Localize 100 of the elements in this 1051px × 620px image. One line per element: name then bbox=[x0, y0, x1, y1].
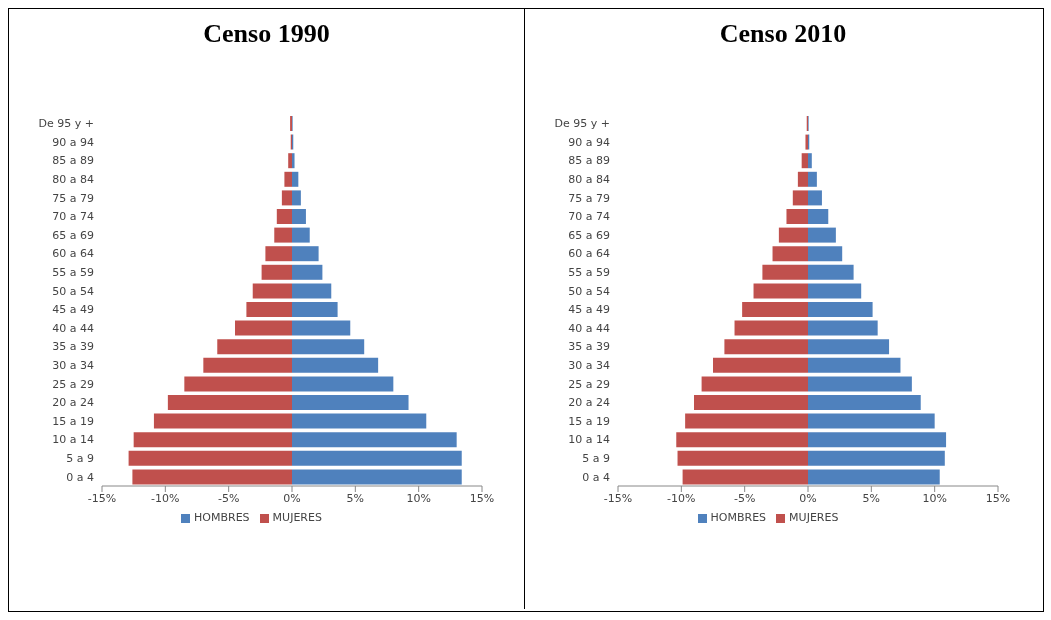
bar bbox=[808, 357, 901, 373]
x-tick-label: 10% bbox=[922, 491, 947, 505]
bar bbox=[677, 450, 808, 466]
y-tick-label: 10 a 14 bbox=[51, 433, 94, 447]
y-tick-label: 65 a 69 bbox=[568, 228, 610, 242]
bar bbox=[742, 302, 808, 317]
bar bbox=[713, 357, 808, 373]
bar bbox=[801, 153, 808, 169]
bar bbox=[291, 413, 426, 429]
bar bbox=[808, 302, 873, 317]
bar bbox=[291, 227, 310, 243]
bar bbox=[734, 320, 808, 336]
bar bbox=[261, 264, 292, 280]
x-tick-label: -15% bbox=[87, 491, 116, 505]
legend-label: HOMBRES bbox=[710, 511, 767, 524]
y-tick-label: 90 a 94 bbox=[51, 135, 94, 149]
y-tick-label: De 95 y + bbox=[554, 117, 610, 131]
bar bbox=[264, 246, 292, 262]
x-tick-label: 15% bbox=[985, 491, 1011, 505]
bar bbox=[283, 171, 292, 187]
chart-title: Censo 2010 bbox=[719, 19, 847, 50]
bar bbox=[287, 153, 292, 169]
bar bbox=[291, 469, 462, 485]
bar bbox=[291, 320, 350, 336]
bar bbox=[792, 190, 808, 206]
bar bbox=[291, 450, 462, 466]
y-tick-label: 5 a 9 bbox=[65, 452, 94, 466]
y-tick-label: 55 a 59 bbox=[568, 266, 610, 280]
bar bbox=[808, 153, 812, 169]
bar bbox=[808, 339, 890, 355]
bar bbox=[133, 432, 292, 448]
y-tick-label: 15 a 19 bbox=[51, 414, 94, 428]
bar bbox=[245, 302, 292, 317]
bar bbox=[291, 283, 331, 299]
bar bbox=[252, 283, 292, 299]
y-tick-label: 60 a 64 bbox=[51, 247, 94, 261]
x-tick-label: 0% bbox=[282, 491, 301, 505]
bar bbox=[291, 357, 378, 373]
bar bbox=[276, 209, 292, 224]
bar bbox=[808, 190, 822, 206]
y-tick-label: 85 a 89 bbox=[51, 154, 94, 168]
y-tick-label: 20 a 24 bbox=[568, 396, 610, 410]
bar bbox=[808, 171, 817, 187]
bar bbox=[291, 153, 295, 169]
bar bbox=[273, 227, 292, 243]
chart-title: Censo 1990 bbox=[203, 19, 330, 50]
y-tick-label: 70 a 74 bbox=[51, 210, 94, 224]
bar bbox=[183, 376, 292, 392]
y-tick-label: 85 a 89 bbox=[568, 154, 610, 168]
bar bbox=[291, 339, 364, 355]
y-tick-label: 0 a 4 bbox=[582, 470, 610, 484]
bar bbox=[701, 376, 808, 392]
y-tick-label: 10 a 14 bbox=[568, 433, 610, 447]
bar bbox=[753, 283, 808, 299]
y-tick-label: 25 a 29 bbox=[568, 377, 610, 391]
bar bbox=[153, 413, 292, 429]
bar bbox=[724, 339, 808, 355]
bar bbox=[291, 209, 306, 224]
x-tick-label: 15% bbox=[469, 491, 494, 505]
bar bbox=[291, 395, 409, 410]
bar bbox=[808, 395, 921, 410]
x-tick-label: 5% bbox=[862, 491, 881, 505]
y-tick-label: 30 a 34 bbox=[568, 359, 610, 373]
bar bbox=[202, 357, 292, 373]
y-tick-label: 30 a 34 bbox=[51, 359, 94, 373]
bar bbox=[808, 450, 945, 466]
bar bbox=[676, 432, 808, 448]
y-tick-label: 35 a 39 bbox=[51, 340, 94, 354]
y-tick-label: 75 a 79 bbox=[51, 191, 94, 205]
y-tick-label: 50 a 54 bbox=[568, 284, 610, 298]
y-tick-label: 50 a 54 bbox=[51, 284, 94, 298]
bar bbox=[808, 283, 862, 299]
bar bbox=[808, 469, 940, 485]
bar bbox=[808, 413, 935, 429]
bar bbox=[291, 190, 301, 206]
x-tick-label: 0% bbox=[799, 491, 817, 505]
x-tick-label: -10% bbox=[667, 491, 696, 505]
legend-label: HOMBRES bbox=[194, 511, 250, 524]
x-tick-label: 5% bbox=[346, 491, 364, 505]
bar bbox=[291, 171, 298, 187]
y-tick-label: 40 a 44 bbox=[568, 321, 610, 335]
y-tick-label: 75 a 79 bbox=[568, 191, 610, 205]
y-tick-label: 80 a 84 bbox=[568, 173, 610, 187]
bar bbox=[694, 395, 808, 410]
y-tick-label: 70 a 74 bbox=[568, 210, 610, 224]
bar bbox=[797, 171, 808, 187]
bar bbox=[281, 190, 292, 206]
x-tick-label: -5% bbox=[217, 491, 239, 505]
bar bbox=[762, 264, 808, 280]
legend-label: MUJERES bbox=[272, 511, 322, 524]
bar bbox=[808, 432, 947, 448]
y-tick-label: De 95 y + bbox=[38, 117, 94, 131]
y-tick-label: 45 a 49 bbox=[51, 303, 94, 317]
bar bbox=[808, 320, 878, 336]
bar bbox=[291, 264, 322, 280]
bar bbox=[291, 376, 393, 392]
bar bbox=[808, 376, 912, 392]
bar bbox=[808, 264, 854, 280]
y-tick-label: 20 a 24 bbox=[51, 396, 94, 410]
bar bbox=[682, 469, 808, 485]
